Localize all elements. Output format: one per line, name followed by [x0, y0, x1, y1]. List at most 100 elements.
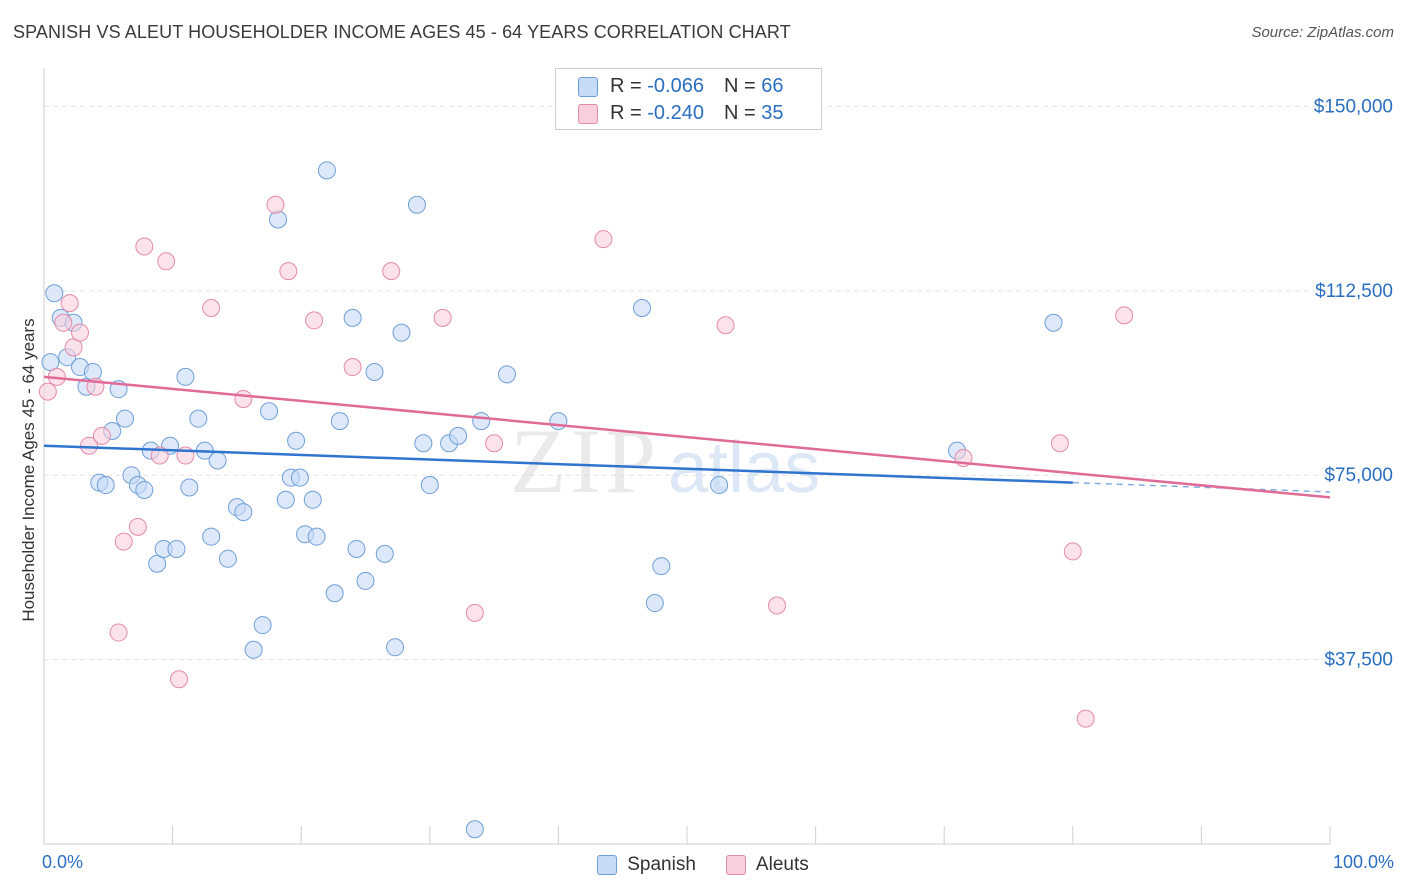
spanish-point [652, 557, 671, 576]
series-aleuts-points [38, 195, 1134, 728]
bottom-legend-spanish: Spanish [597, 852, 696, 878]
aleut-point [1076, 709, 1095, 728]
aleut-point [38, 382, 57, 401]
spanish-point [632, 299, 651, 318]
spanish-point [260, 402, 279, 421]
spanish-point [356, 571, 375, 590]
aleut-trend-line [43, 375, 1331, 499]
spanish-point [135, 480, 154, 499]
x-tick-label-min: 0.0% [42, 852, 84, 872]
legend-swatch-aleuts [578, 103, 598, 124]
series-spanish-points [41, 161, 1063, 839]
source-credit: Source: ZipAtlas.com [1251, 24, 1394, 41]
trend-lines [43, 375, 1331, 499]
spanish-point [290, 468, 309, 487]
spanish-point [303, 490, 322, 509]
spanish-point [307, 527, 326, 546]
spanish-point [276, 490, 295, 509]
spanish-point [234, 503, 253, 522]
spanish-point [645, 594, 664, 613]
aleut-point [465, 603, 484, 622]
aleut-point [266, 195, 285, 214]
legend-n-label: N = [723, 102, 762, 124]
spanish-trend-line [43, 444, 1073, 484]
y-tick-label: $112,500 [1315, 281, 1393, 302]
aleut-point [109, 623, 128, 642]
spanish-point [167, 539, 186, 558]
aleut-point [279, 262, 298, 281]
spanish-point [83, 362, 102, 381]
spanish-point [710, 476, 729, 495]
y-axis-label: Householder Income Ages 45 - 64 years [19, 318, 38, 621]
spanish-point [549, 412, 568, 431]
spanish-point [472, 412, 491, 431]
aleut-point [80, 436, 99, 455]
spanish-point [202, 527, 221, 546]
legend-r-value: -0.240 [647, 102, 704, 124]
spanish-point [317, 161, 336, 180]
aleut-point [135, 237, 154, 256]
aleut-point [202, 299, 221, 318]
aleut-point [343, 358, 362, 377]
aleut-point [234, 389, 253, 408]
spanish-point [407, 195, 426, 214]
spanish-point [343, 308, 362, 327]
grid-lines [44, 105, 1334, 661]
spanish-point [116, 409, 135, 428]
spanish-point [365, 362, 384, 381]
legend-r-label: R = [610, 75, 648, 97]
y-axis-label-wrap: Householder Income Ages 45 - 64 years [8, 300, 48, 640]
chart-title: SPANISH VS ALEUT HOUSEHOLDER INCOME AGES… [13, 22, 791, 42]
y-tick-label: $150,000 [1314, 96, 1393, 117]
y-tick-label: $37,500 [1324, 650, 1393, 671]
spanish-point [244, 640, 263, 659]
legend-n-value: 35 [761, 102, 784, 124]
aleut-point [128, 517, 147, 536]
aleut-point [1050, 434, 1069, 453]
spanish-point [208, 451, 227, 470]
aleut-point [92, 426, 111, 445]
legend-r-value: -0.066 [647, 75, 704, 97]
bottom-swatch-aleuts [725, 855, 746, 875]
aleut-point [54, 313, 73, 332]
y-tick-labels: $37,500 $75,000 $112,500 $150,000 [1314, 96, 1393, 670]
aleut-point [170, 670, 189, 689]
spanish-point [176, 367, 195, 386]
spanish-point [497, 365, 516, 384]
aleut-point [716, 316, 735, 335]
aleut-point [1115, 306, 1134, 325]
legend-row-spanish: R = -0.066 N = 66 [578, 75, 783, 98]
aleut-point [71, 323, 90, 342]
spanish-point [347, 539, 366, 558]
aleut-point [60, 294, 79, 313]
spanish-point [325, 584, 344, 603]
y-tick-label: $75,000 [1324, 465, 1393, 486]
spanish-point [420, 476, 439, 495]
bottom-legend-aleuts: Aleuts [725, 852, 809, 878]
spanish-point [96, 476, 115, 495]
aleut-point [382, 262, 401, 281]
bottom-legend: Spanish Aleuts [0, 852, 1406, 878]
spanish-point [269, 210, 288, 229]
aleut-point [114, 532, 133, 551]
spanish-point [449, 426, 468, 445]
aleut-point [433, 308, 452, 327]
spanish-point [253, 616, 272, 635]
bottom-swatch-spanish [597, 855, 618, 875]
aleut-point [157, 252, 176, 271]
aleut-point [1063, 542, 1082, 561]
aleut-point [305, 311, 324, 330]
legend-n-label: N = [723, 75, 762, 97]
spanish-point [287, 431, 306, 450]
spanish-point [1044, 313, 1063, 332]
spanish-point [392, 323, 411, 342]
spanish-point [375, 544, 394, 563]
legend-n-value: 66 [761, 75, 784, 97]
bottom-legend-aleuts-label: Aleuts [755, 854, 809, 875]
spanish-point [218, 549, 237, 568]
legend-r-label: R = [610, 102, 648, 124]
aleut-point [594, 230, 613, 249]
legend-row-aleuts: R = -0.240 N = 35 [578, 102, 783, 125]
spanish-point [330, 412, 349, 431]
